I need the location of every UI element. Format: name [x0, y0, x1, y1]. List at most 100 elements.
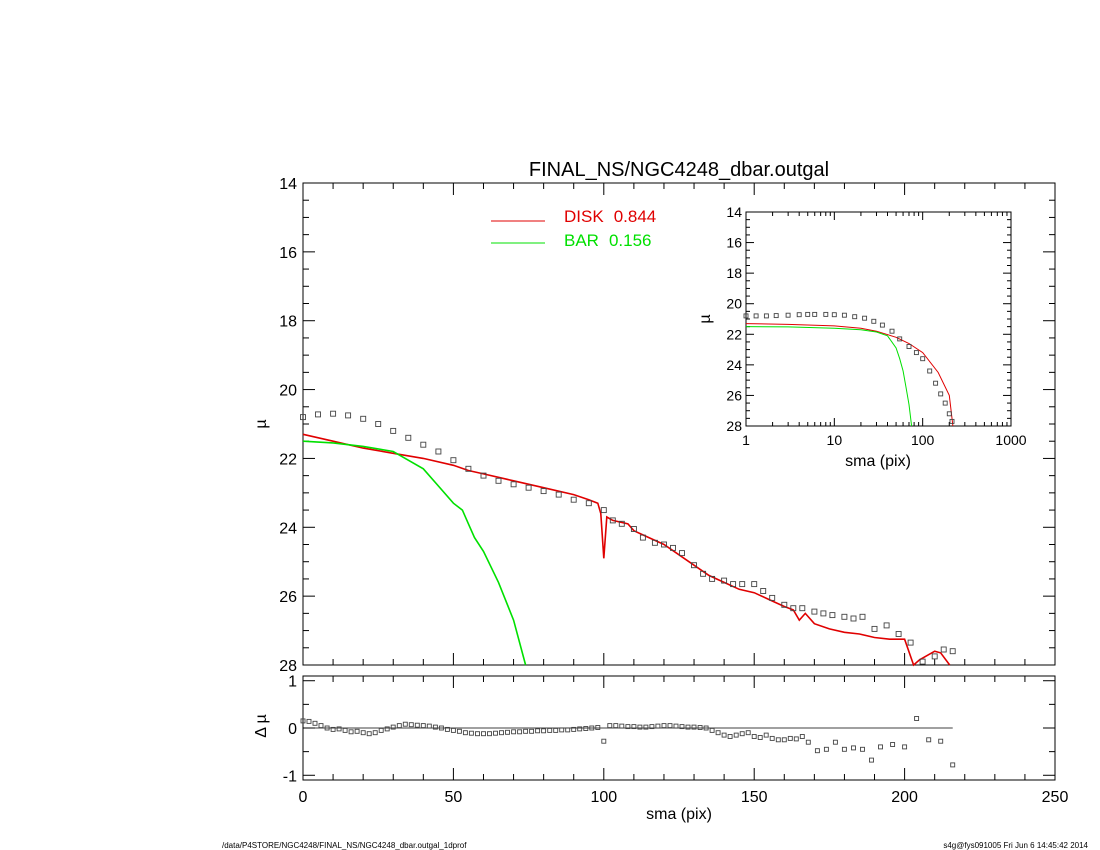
main-data-point	[919, 658, 926, 665]
residuals-data-point	[733, 732, 739, 738]
main-data-point	[360, 415, 367, 422]
main-data-point	[510, 481, 517, 488]
main-data-point	[570, 496, 577, 503]
residuals-data-point	[673, 723, 679, 729]
main-data-point	[700, 570, 707, 577]
residuals-data-point	[565, 727, 571, 733]
inset-ytick-label: 14	[726, 204, 742, 220]
residuals-data-point	[914, 716, 920, 721]
main-data-point	[300, 414, 306, 421]
inset-data-point	[785, 312, 791, 318]
residuals-data-point	[691, 724, 697, 730]
residuals-data-point	[348, 729, 354, 735]
residuals-data-point	[402, 721, 408, 727]
residuals-data-point	[799, 734, 805, 739]
inset-data-point	[831, 312, 837, 318]
residuals-data-point	[938, 738, 944, 744]
main-data-point	[420, 441, 427, 448]
residuals-data-point	[667, 723, 673, 729]
main-data-point	[730, 581, 737, 588]
main-ticks: 14 16 18 20 22 24 26 28	[279, 176, 1056, 675]
inset-ytick-label: 16	[726, 235, 742, 251]
residuals-data-point	[631, 724, 637, 730]
inset-ylabel: µ	[697, 314, 714, 323]
inset-ticks: 14 16 18 20 22 24 26 281 10 100 1000	[726, 204, 1026, 448]
residuals-data-point	[727, 734, 733, 739]
inset-ytick-label: 28	[726, 418, 742, 434]
residuals-data-point	[378, 727, 384, 733]
residuals-data-point	[547, 727, 553, 733]
residuals-data-point	[475, 731, 480, 737]
inset-data-point	[823, 311, 829, 317]
residuals-data-point	[462, 730, 468, 736]
main-data-point	[739, 581, 746, 588]
inset-data-point	[920, 356, 926, 362]
residuals-data-point	[869, 757, 874, 763]
main-data-point	[895, 631, 902, 637]
main-ylabel: µ	[253, 419, 270, 428]
residuals-data-point	[805, 739, 811, 745]
residuals-data-point	[577, 726, 583, 732]
inset-data-point	[743, 313, 749, 319]
residuals-data-point	[499, 730, 504, 736]
residuals-data-point	[601, 738, 607, 744]
residuals-data-point	[823, 746, 829, 752]
residuals-data-point	[643, 724, 649, 730]
residuals-data-point	[559, 727, 565, 733]
inset-data-point	[927, 368, 933, 374]
main-data-point	[345, 412, 352, 419]
residuals-data-point	[739, 731, 745, 737]
residuals-data-point	[300, 718, 306, 724]
footer-right-stamp: s4g@fys091005 Fri Jun 6 14:45:42 2014	[943, 841, 1088, 850]
legend-bar-label: BAR 0.156	[564, 231, 652, 250]
inset-data-point	[812, 311, 818, 317]
residuals-data-point	[649, 724, 655, 730]
residuals-data-point	[814, 748, 820, 754]
inset-xtick-label: 100	[911, 432, 935, 448]
residuals-data-point	[330, 726, 336, 732]
inset-bar-line	[745, 326, 913, 427]
inset-data-point	[938, 391, 944, 397]
residuals-data-point	[553, 727, 559, 733]
residuals-data-point	[366, 731, 372, 737]
residuals-data-point	[420, 723, 426, 729]
main-data-point	[609, 517, 616, 524]
main-data-point	[405, 434, 412, 441]
residuals-data-point	[354, 728, 360, 734]
main-data-point	[651, 539, 658, 546]
main-data-point	[315, 411, 321, 418]
residuals-data-point	[745, 730, 751, 736]
main-data-point	[931, 653, 938, 660]
residuals-data-point	[481, 731, 486, 737]
residual-xtick-label: 150	[741, 789, 768, 806]
main-ytick-label: 18	[279, 314, 297, 331]
residuals-data-point	[493, 730, 498, 736]
residuals-data-point	[360, 730, 366, 736]
residuals-data-point	[336, 726, 342, 732]
main-data-point	[769, 594, 776, 601]
inset-data-point	[841, 312, 847, 318]
inset-xtick-label: 10	[827, 432, 843, 448]
residual-ytick-label: -1	[283, 768, 297, 785]
main-data-point	[630, 526, 637, 532]
inset-ytick-label: 26	[726, 387, 742, 403]
inset-xlabel: sma (pix)	[845, 453, 911, 470]
footer-left-path: /data/P4STORE/NGC4248/FINAL_NS/NGC4248_d…	[222, 841, 467, 850]
residuals-data-point	[769, 735, 775, 741]
legend-bar-name: BAR	[564, 231, 599, 250]
residuals-data-point	[384, 726, 390, 732]
residuals-data-point	[926, 737, 932, 743]
inset-ytick-label: 22	[726, 326, 742, 342]
main-data-point	[540, 488, 547, 495]
residuals-data-point	[787, 735, 793, 741]
residuals-data-point	[432, 724, 438, 730]
main-data-point	[829, 612, 836, 619]
main-ytick-label: 28	[279, 658, 297, 675]
residuals-data-point	[950, 762, 956, 768]
residuals-data-point	[468, 730, 474, 736]
residuals-data-point	[703, 725, 709, 731]
residuals-data-point	[306, 718, 312, 724]
inset-data-point	[796, 312, 802, 318]
